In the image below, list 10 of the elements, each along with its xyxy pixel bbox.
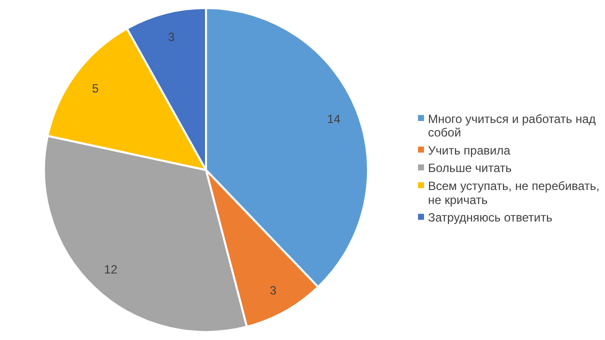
legend-label: Много учиться и работать над собой — [428, 112, 596, 140]
data-label: 5 — [92, 81, 99, 96]
data-label: 3 — [168, 30, 175, 44]
legend-label: Всем уступать, не перебивать, не кричать — [428, 179, 600, 207]
legend-label: Больше читать — [428, 161, 512, 176]
legend-label: Затрудняюсь ответить — [428, 210, 552, 225]
legend-label: Учить правила — [428, 143, 511, 158]
data-label: 14 — [327, 112, 341, 126]
data-label: 12 — [104, 262, 118, 277]
data-label: 3 — [270, 283, 277, 298]
